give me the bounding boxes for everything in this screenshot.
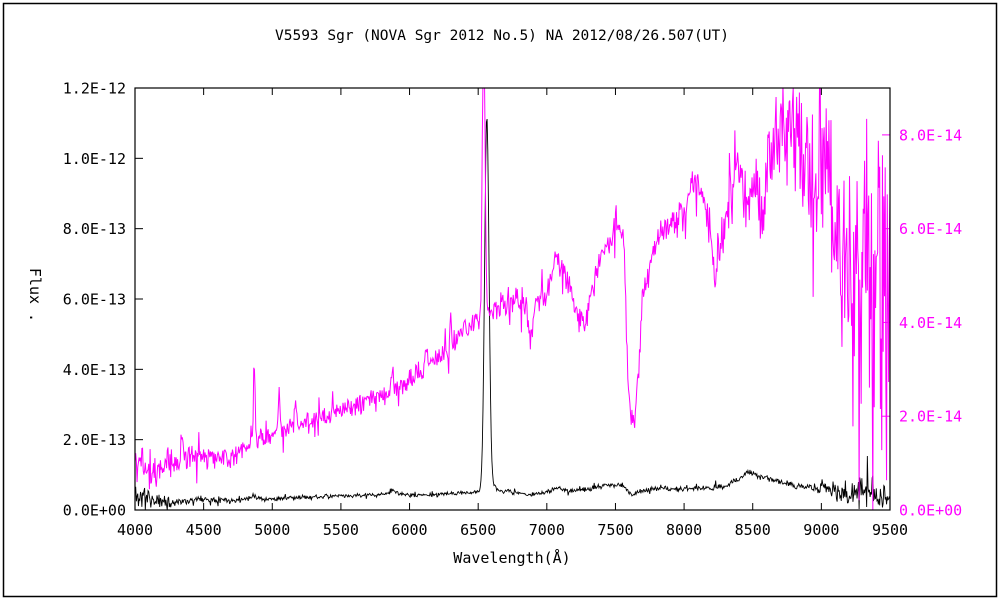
x-tick-label: 7000 [529, 521, 565, 539]
x-tick-label: 9500 [872, 521, 908, 539]
x-tick-label: 9000 [803, 521, 839, 539]
right-tick-label: 0.0E+00 [899, 502, 962, 520]
black-spectrum-line [135, 118, 890, 510]
x-tick-label: 6500 [460, 521, 496, 539]
plot-frame [134, 87, 891, 511]
right-tick-label: 6.0E-14 [899, 220, 962, 238]
x-tick-label: 6000 [391, 521, 427, 539]
x-tick-label: 7500 [597, 521, 633, 539]
left-tick-label: 8.0E-13 [63, 220, 126, 238]
left-tick-label: 1.2E-12 [63, 80, 126, 98]
left-tick-label: 1.0E-12 [63, 150, 126, 168]
x-tick-label: 4500 [186, 521, 222, 539]
chart-title: V5593 Sgr (NOVA Sgr 2012 No.5) NA 2012/0… [275, 28, 729, 44]
left-tick-label: 4.0E-13 [63, 361, 126, 379]
right-tick-label: 8.0E-14 [899, 126, 962, 144]
x-tick-label: 5500 [323, 521, 359, 539]
left-tick-label: 2.0E-13 [63, 431, 126, 449]
x-tick-label: 8500 [735, 521, 771, 539]
right-tick-label: 4.0E-14 [899, 314, 962, 332]
right-tick-label: 2.0E-14 [899, 408, 962, 426]
x-tick-label: 4000 [117, 521, 153, 539]
x-axis-label: Wavelength(Å) [453, 548, 570, 567]
x-tick-label: 8000 [666, 521, 702, 539]
axis-layer: 4000 4500 5000 5500 6000 6500 7000 7500 8000 8500… [63, 80, 962, 540]
y-axis-label: Flux . [26, 268, 44, 322]
left-tick-label: 0.0E+00 [63, 502, 126, 520]
magenta-spectrum-line [135, 88, 890, 510]
series-layer [135, 88, 890, 510]
left-tick-label: 6.0E-13 [63, 291, 126, 309]
x-tick-label: 5000 [254, 521, 290, 539]
